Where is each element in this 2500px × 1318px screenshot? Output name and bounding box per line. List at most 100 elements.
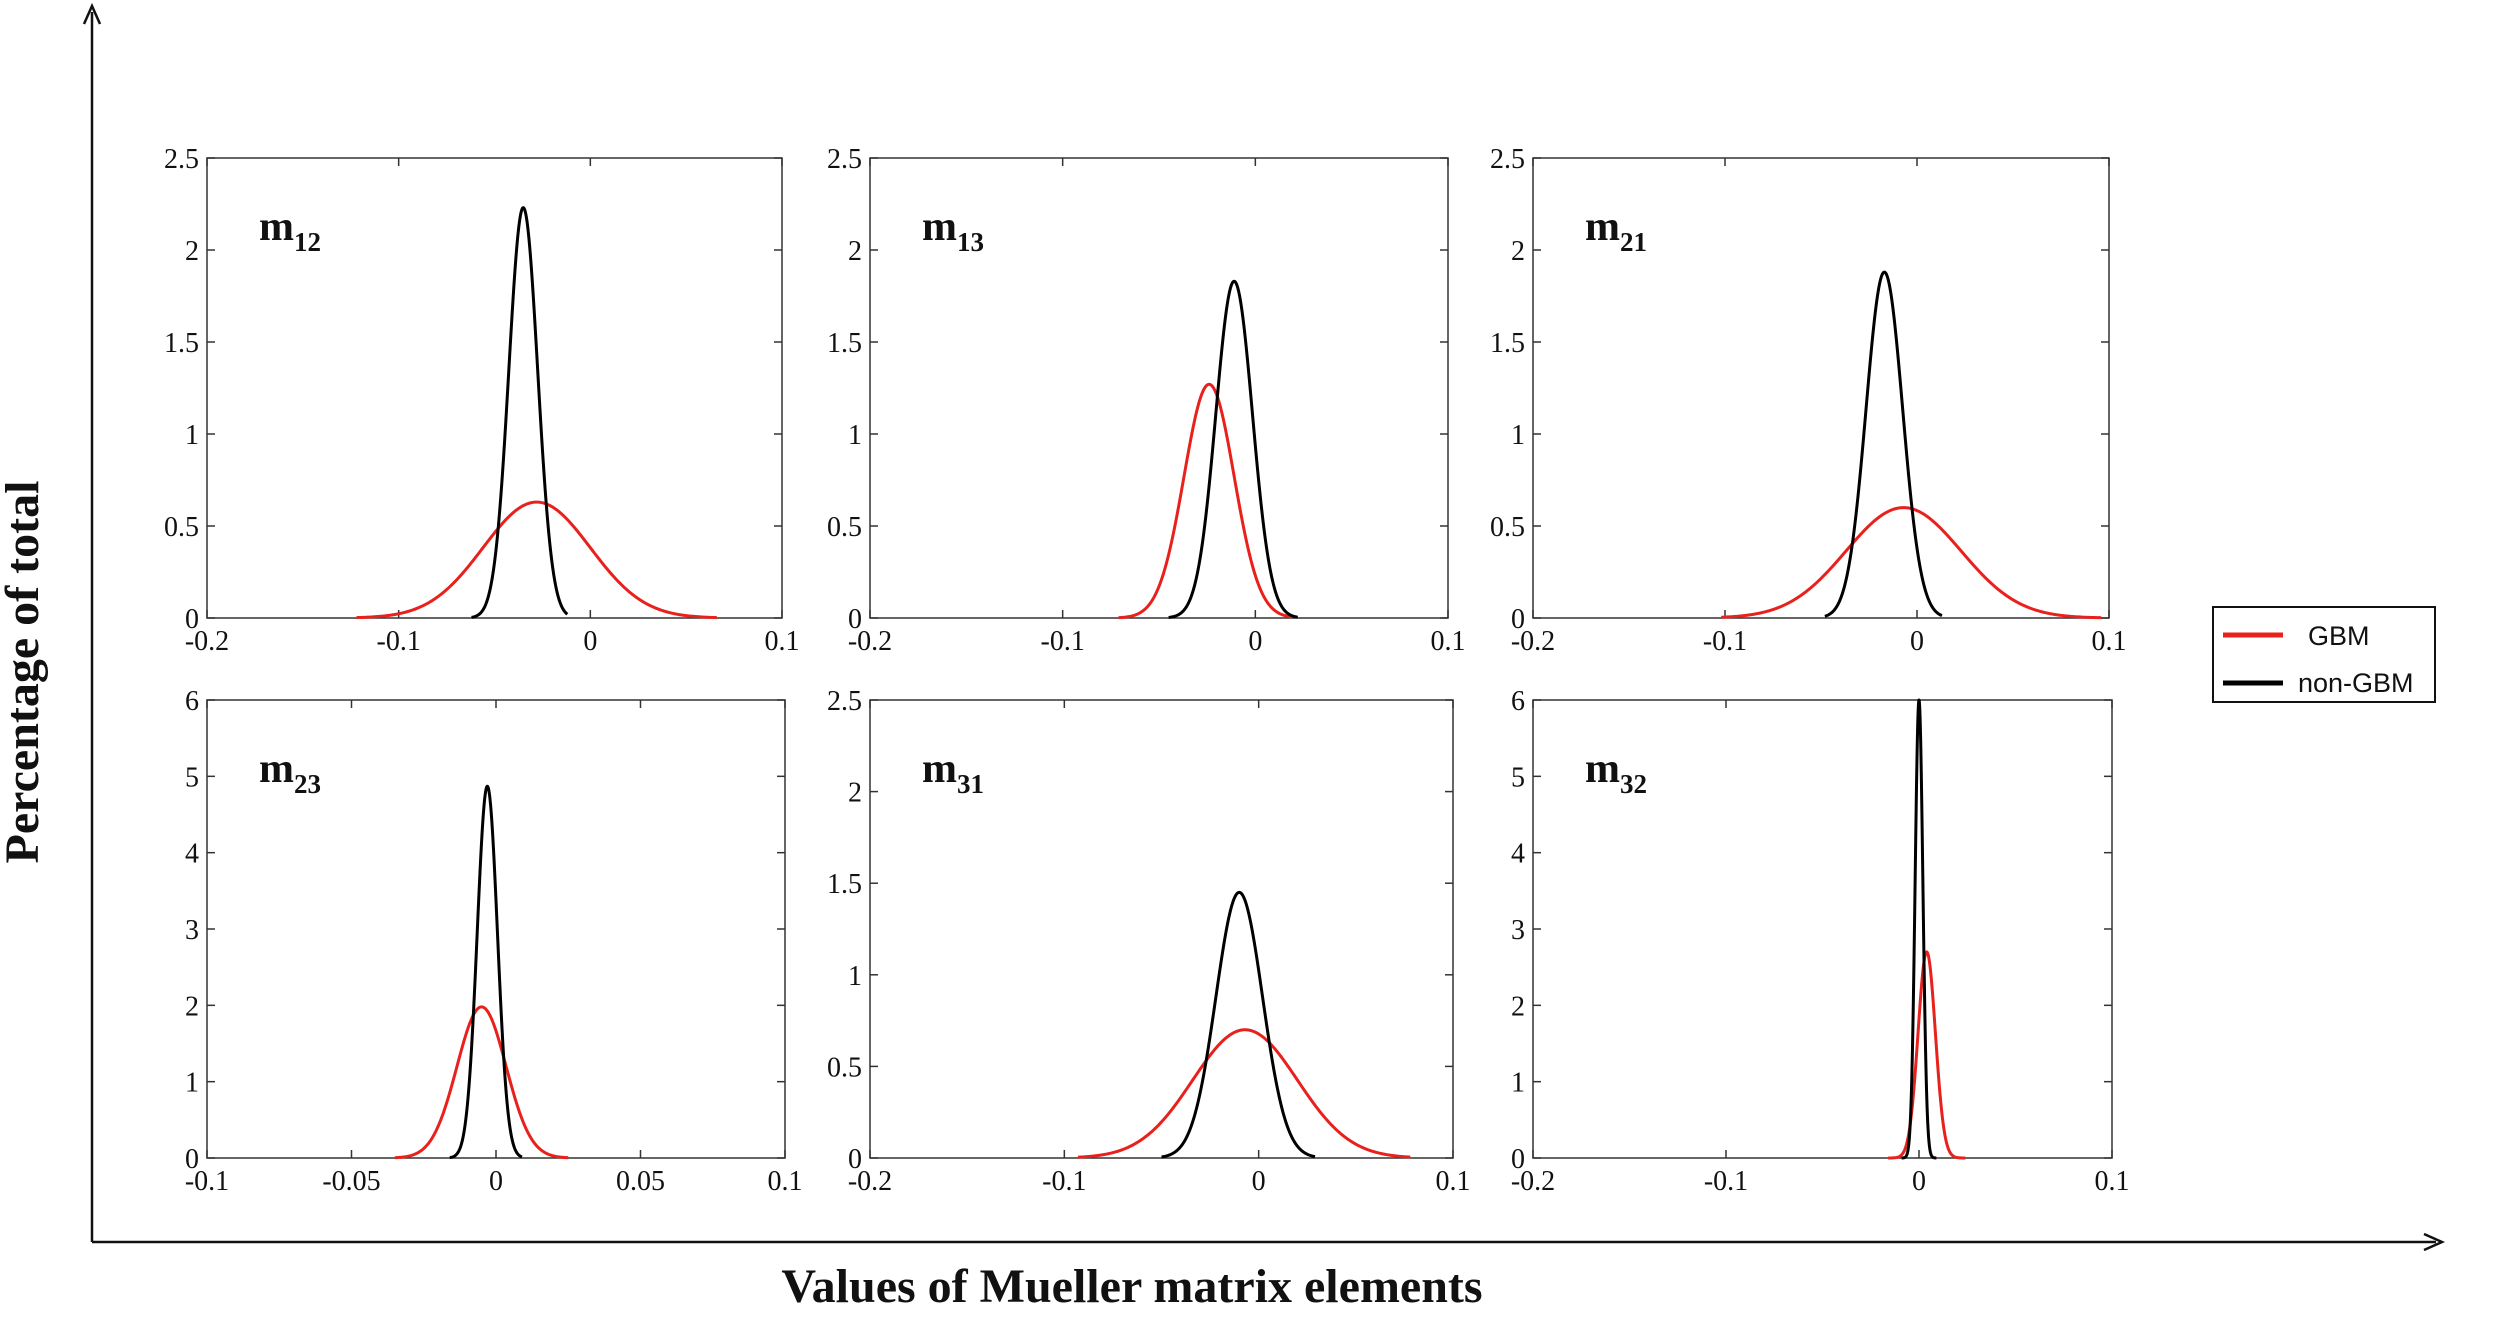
x-tick-label: 0: [1252, 1166, 1266, 1197]
y-tick-label: 4: [1511, 839, 1525, 870]
panels: 00.511.522.5-0.2 -0.1 0 0.1m1200.511.522.5-…: [164, 144, 2130, 1197]
x-tick-label: 0.1: [765, 626, 800, 657]
x-tick-label: 0: [489, 1166, 503, 1197]
panel-frame: [869, 699, 1454, 1159]
y-tick-label: 3: [1511, 915, 1525, 946]
y-tick-label: 1: [1511, 1068, 1525, 1099]
y-tick-label: 5: [1511, 762, 1525, 793]
y-tick-label: 1: [848, 961, 862, 992]
y-axis-title: Percentage of total: [0, 481, 49, 864]
y-tick-label: 0.5: [827, 512, 862, 543]
panel-frame: [869, 157, 1449, 619]
y-tick-label: 2: [848, 778, 862, 809]
y-tick-label: 1: [1511, 420, 1525, 451]
y-tick-label: 1.5: [164, 328, 199, 359]
x-tick-label: 0.1: [2095, 1166, 2130, 1197]
x-tick-label: -0.1: [377, 626, 421, 657]
x-tick-label: 0: [1910, 626, 1924, 657]
x-tick-label: -0.1: [1704, 1166, 1748, 1197]
x-tick-label: 0: [1248, 626, 1262, 657]
x-tick-label: -0.2: [848, 1166, 892, 1197]
y-tick-label: 0.5: [1490, 512, 1525, 543]
x-tick-label: -0.2: [1511, 626, 1555, 657]
y-tick-label: 1.5: [1490, 328, 1525, 359]
x-tick-label: -0.1: [1042, 1166, 1086, 1197]
y-tick-label: 0: [848, 1144, 862, 1175]
y-tick-label: 0: [1511, 604, 1525, 635]
series-line-gbm: [1077, 1028, 1411, 1159]
panel-label-subscript: 32: [1620, 769, 1647, 799]
panel-label-subscript: 13: [957, 227, 984, 257]
legend: GBM non-GBM: [2212, 606, 2436, 703]
panel-label: m12: [259, 204, 321, 257]
x-tick-label: -0.05: [322, 1166, 380, 1197]
x-tick-label: 0.1: [1436, 1166, 1471, 1197]
y-tick-label: 1.5: [827, 328, 862, 359]
y-tick-label: 2.5: [1490, 144, 1525, 175]
series-line-non-gbm: [470, 206, 569, 619]
series-line-gbm: [1886, 950, 1967, 1160]
y-tick-label: 2: [848, 236, 862, 267]
y-tick-label: 0.5: [164, 512, 199, 543]
y-tick-label: 2.5: [164, 144, 199, 175]
x-tick-label: -0.2: [848, 626, 892, 657]
y-tick-label: 1.5: [827, 869, 862, 900]
y-tick-label: 6: [1511, 686, 1525, 717]
series-line-non-gbm: [1160, 890, 1316, 1159]
x-tick-label: -0.2: [185, 626, 229, 657]
y-tick-label: 0: [848, 604, 862, 635]
x-tick-label: 0.05: [616, 1166, 665, 1197]
x-tick-label: -0.1: [185, 1166, 229, 1197]
y-tick-label: 4: [185, 839, 199, 870]
x-tick-label: -0.1: [1041, 626, 1085, 657]
x-tick-label: -0.1: [1703, 626, 1747, 657]
panel-frame: [1532, 699, 2113, 1159]
legend-label-non-gbm: non-GBM: [2298, 668, 2414, 698]
y-tick-label: 1: [848, 420, 862, 451]
y-tick-label: 1: [185, 420, 199, 451]
x-tick-label: 0.1: [2092, 626, 2127, 657]
y-tick-label: 3: [185, 915, 199, 946]
panel-m12: 0 0.5 1 1.5 2 2.5 -0.2 -0.1 0 0.1 m12: [164, 144, 800, 657]
series-line-non-gbm: [1823, 270, 1943, 618]
panel-label-subscript: 21: [1620, 227, 1647, 257]
panel-label-subscript: 12: [294, 227, 321, 257]
series-line-non-gbm: [1167, 279, 1299, 619]
panel-frame: [206, 157, 783, 619]
panel-label-subscript: 23: [294, 769, 321, 799]
series-line-gbm: [356, 500, 717, 620]
y-tick-label: 1: [185, 1068, 199, 1099]
outer-x-arrowhead: [2423, 1232, 2446, 1252]
y-tick-label: 0: [1511, 1144, 1525, 1175]
legend-box: [2212, 606, 2436, 703]
series-line-non-gbm: [1900, 698, 1938, 1160]
series-line-gbm: [1117, 382, 1293, 620]
x-tick-label: 0: [1912, 1166, 1926, 1197]
panel-frame: [1532, 157, 2110, 619]
outer-y-arrowhead: [82, 2, 102, 25]
series-line-non-gbm: [448, 784, 524, 1160]
x-axis-title: Values of Mueller matrix elements: [781, 1260, 1482, 1313]
y-tick-label: 0: [185, 604, 199, 635]
x-tick-label: 0: [583, 626, 597, 657]
y-tick-label: 2: [185, 236, 199, 267]
y-tick-label: 2: [1511, 236, 1525, 267]
x-tick-label: 0.1: [768, 1166, 803, 1197]
y-tick-label: 2.5: [827, 686, 862, 717]
y-tick-label: 2: [1511, 991, 1525, 1022]
series-line-gbm: [394, 1005, 569, 1160]
y-tick-label: 0.5: [827, 1052, 862, 1083]
y-tick-label: 5: [185, 762, 199, 793]
y-tick-label: 0: [185, 1144, 199, 1175]
panel-label-subscript: 31: [957, 769, 984, 799]
y-tick-label: 2.5: [827, 144, 862, 175]
y-tick-label: 2: [185, 991, 199, 1022]
x-tick-label: 0.1: [1431, 626, 1466, 657]
y-tick-label: 6: [185, 686, 199, 717]
